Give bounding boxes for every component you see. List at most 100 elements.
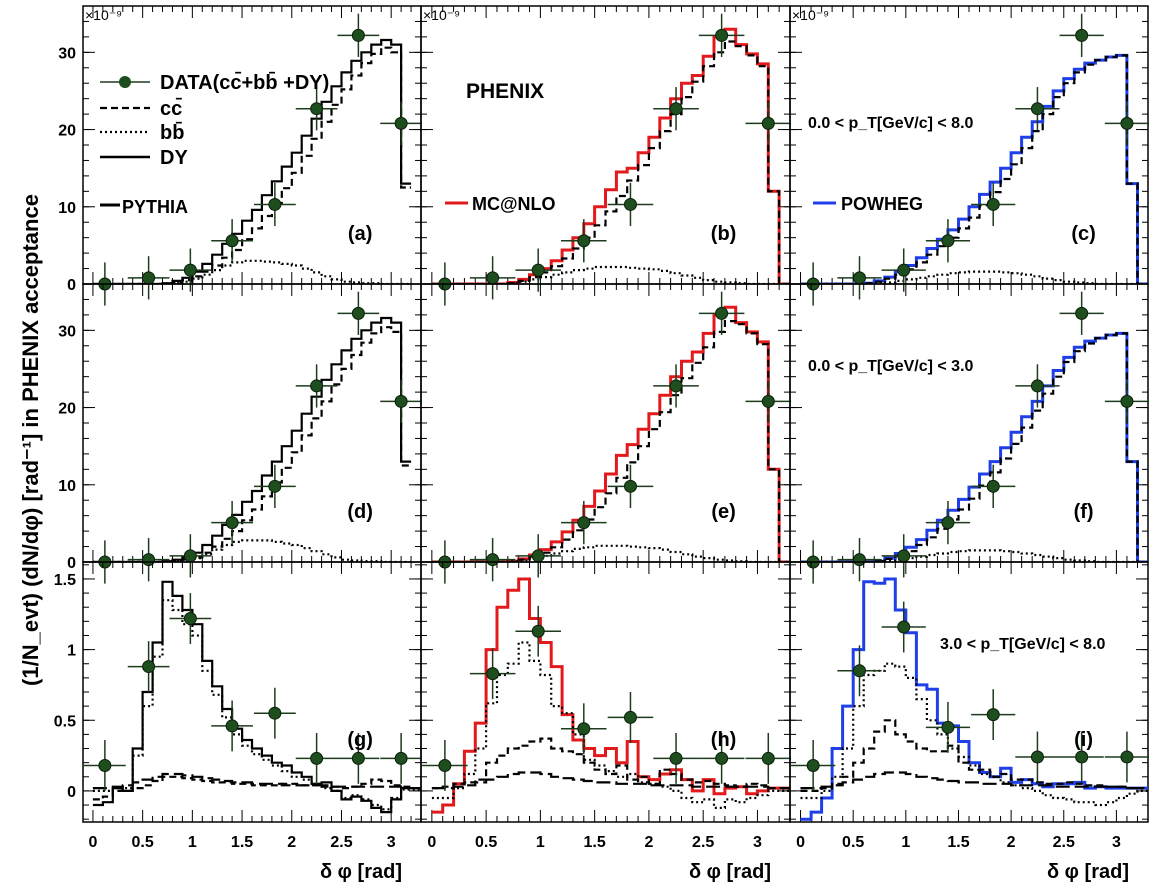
panel-label: (a) <box>348 223 372 245</box>
data-point <box>1030 750 1044 764</box>
data-point <box>1030 379 1044 393</box>
data-point <box>268 706 282 720</box>
series-powheg <box>800 577 1148 821</box>
x-tick-label: 1 <box>188 834 197 851</box>
x-tick-label: 2.5 <box>692 834 714 851</box>
data-point <box>577 516 591 530</box>
x-tick-label: 3 <box>1112 834 1121 851</box>
y-axis-title: (1/N_evt) (dN/dφ) [rad⁻¹] in PHENIX acce… <box>18 194 43 686</box>
panel-b: ×10⁻⁹ (b) PHENIX MC@NLO <box>420 5 792 306</box>
series-bb- <box>800 549 1148 562</box>
data-point <box>531 624 545 638</box>
series-bb- <box>431 544 790 562</box>
x-tick-label: 2 <box>644 834 653 851</box>
legend: DATA(cc̄+bb̄ +DY) cc̄bb̄ DY PYTHIA <box>100 72 329 217</box>
data-point <box>486 271 500 285</box>
data-point <box>897 620 911 634</box>
x-axis-title: δ φ [rad] <box>320 861 402 882</box>
data-point <box>351 306 365 320</box>
y-tick-label: 0 <box>67 555 76 572</box>
series-group <box>431 27 790 284</box>
data-points <box>791 291 1150 584</box>
legend-powheg-label: POWHEG <box>841 194 923 214</box>
y-tick-label: 30 <box>58 45 76 62</box>
data-point <box>852 271 866 285</box>
panel-g: 0 0.5 1 1.5 2 2.5 3 0 0.5 1 1.5 (g) δ φ [rad] <box>54 561 422 883</box>
data-points <box>83 291 422 584</box>
series-bb- <box>800 662 1148 807</box>
panel-label: (e) <box>711 501 735 523</box>
series-cc- <box>431 737 790 790</box>
data-point <box>183 263 197 277</box>
data-point <box>761 394 775 408</box>
data-point <box>142 660 156 674</box>
data-point <box>98 758 112 772</box>
y-exponent-label: ×10⁻⁹ <box>85 7 122 23</box>
panel-label: (g) <box>347 729 373 751</box>
data-point <box>183 549 197 563</box>
data-point <box>1120 750 1134 764</box>
data-point <box>1120 116 1134 130</box>
data-point <box>268 197 282 211</box>
x-tick-label: 2 <box>1007 834 1016 851</box>
series-mc-nlo-dy <box>431 771 790 790</box>
panel-i: 0 0.5 1 1.5 2 2.5 3 (i) δ φ [rad] 3.0 < p_T[GeV/c… <box>789 561 1150 883</box>
y-tick-label: 20 <box>58 401 76 418</box>
y-tick-label: 20 <box>58 123 76 140</box>
panel-label: (d) <box>347 501 373 523</box>
x-tick-label: 2 <box>287 834 296 851</box>
data-point <box>183 612 197 626</box>
data-point <box>310 379 324 393</box>
data-point <box>351 28 365 42</box>
series-cc- <box>800 719 1148 792</box>
data-point <box>438 758 452 772</box>
y-tick-label: 0.5 <box>54 713 76 730</box>
y-tick-label: 0 <box>67 277 76 294</box>
data-point <box>715 306 729 320</box>
data-point <box>268 479 282 493</box>
data-point <box>941 516 955 530</box>
data-point <box>394 116 408 130</box>
data-point <box>941 234 955 248</box>
panel-c: ×10⁻⁹ (c) 0.0 < p_T[GeV/c] < 8.0 POWHEG <box>789 5 1150 306</box>
series-group <box>800 331 1148 562</box>
x-tick-label: 1.5 <box>231 834 253 851</box>
pt-range-label: 3.0 < p_T[GeV/c] < 8.0 <box>940 636 1106 653</box>
experiment-label: PHENIX <box>466 80 544 103</box>
x-tick-label: 0.5 <box>842 834 864 851</box>
data-point <box>1030 102 1044 116</box>
data-point <box>852 664 866 678</box>
series-bb- <box>800 270 1148 284</box>
y-tick-label: 1 <box>67 643 76 660</box>
x-tick-label: 1 <box>536 834 545 851</box>
data-point <box>577 234 591 248</box>
x-tick-label: 3 <box>753 834 762 851</box>
data-point <box>761 751 775 765</box>
x-tick-label: 0.5 <box>475 834 497 851</box>
y-tick-label: 30 <box>58 323 76 340</box>
legend-data-marker <box>119 76 131 88</box>
data-point <box>225 719 239 733</box>
x-tick-label: 2.5 <box>330 834 352 851</box>
series-cc- <box>92 775 421 801</box>
panel-label: (h) <box>711 729 737 751</box>
pt-range-label: 0.0 < p_T[GeV/c] < 3.0 <box>808 358 974 375</box>
legend-mcnlo-label: MC@NLO <box>472 194 556 214</box>
data-point <box>310 102 324 116</box>
x-axis-title: δ φ [rad] <box>1047 861 1129 882</box>
data-points <box>791 13 1150 306</box>
panel-label: (i) <box>1074 729 1093 751</box>
data-point <box>623 197 637 211</box>
series-group <box>800 577 1148 821</box>
data-point <box>225 516 239 530</box>
x-tick-label: 2.5 <box>1053 834 1075 851</box>
data-point <box>394 751 408 765</box>
data-point <box>531 549 545 563</box>
y-tick-label: 10 <box>58 200 76 217</box>
x-tick-label: 0 <box>427 834 436 851</box>
data-point <box>310 751 324 765</box>
data-point <box>897 549 911 563</box>
series-cc- <box>92 46 412 284</box>
